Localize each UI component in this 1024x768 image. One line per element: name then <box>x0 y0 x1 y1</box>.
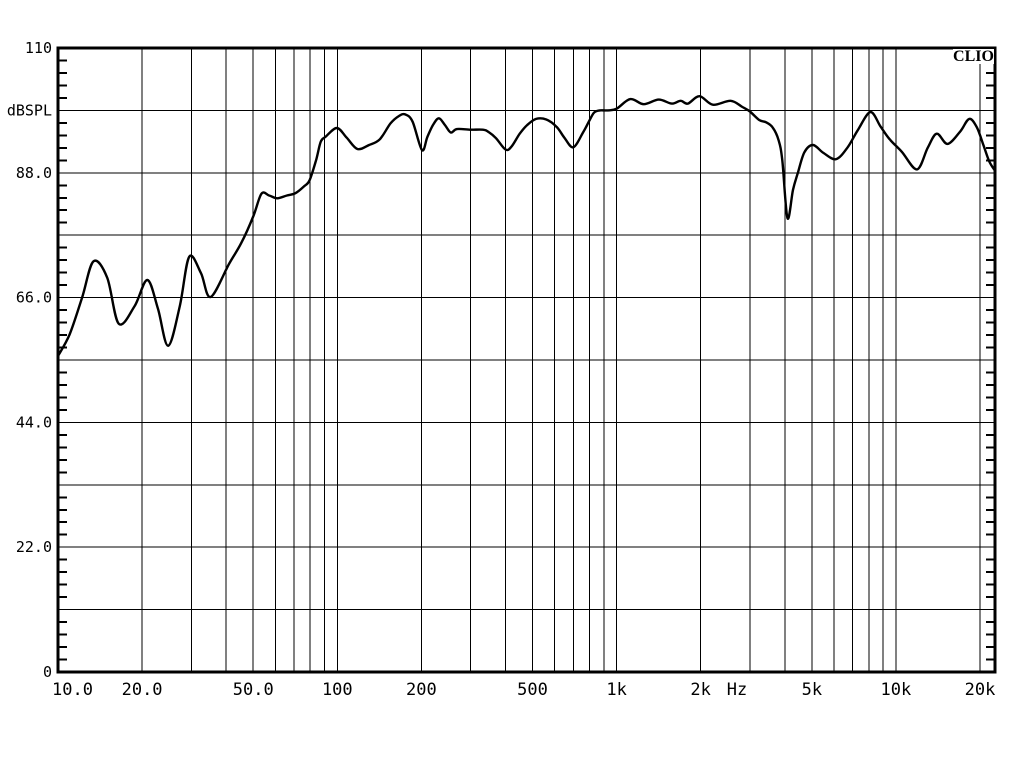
y-axis-label: 66.0 <box>16 289 52 307</box>
x-axis-label: 500 <box>517 680 548 700</box>
x-axis-label: 1k <box>606 680 626 700</box>
y-axis-unit-label: dBSPL <box>7 101 52 119</box>
response-curve <box>58 95 995 358</box>
x-axis-label: 100 <box>322 680 353 700</box>
x-axis-label: 5k <box>802 680 822 700</box>
x-axis-label: 10k <box>881 680 912 700</box>
y-axis-label: 0 <box>43 663 52 681</box>
y-axis-label: 110 <box>25 39 52 57</box>
plot-border <box>56 46 997 674</box>
x-axis-label: 200 <box>406 680 437 700</box>
y-axis-label: 88.0 <box>16 164 52 182</box>
clio-logo: CLIO <box>953 48 994 65</box>
y-axis-label: 22.0 <box>16 538 52 556</box>
x-axis-label: 20k <box>965 680 996 700</box>
tick-group <box>59 59 994 661</box>
x-axis-label: 50.0 <box>233 680 274 700</box>
x-axis-unit-label: Hz <box>727 680 747 700</box>
y-axis-label: 44.0 <box>16 413 52 431</box>
x-axis-label: 20.0 <box>122 680 163 700</box>
x-axis-label: 2k <box>690 680 710 700</box>
grid-group <box>58 48 995 672</box>
x-axis-label: 10.0 <box>52 680 93 700</box>
